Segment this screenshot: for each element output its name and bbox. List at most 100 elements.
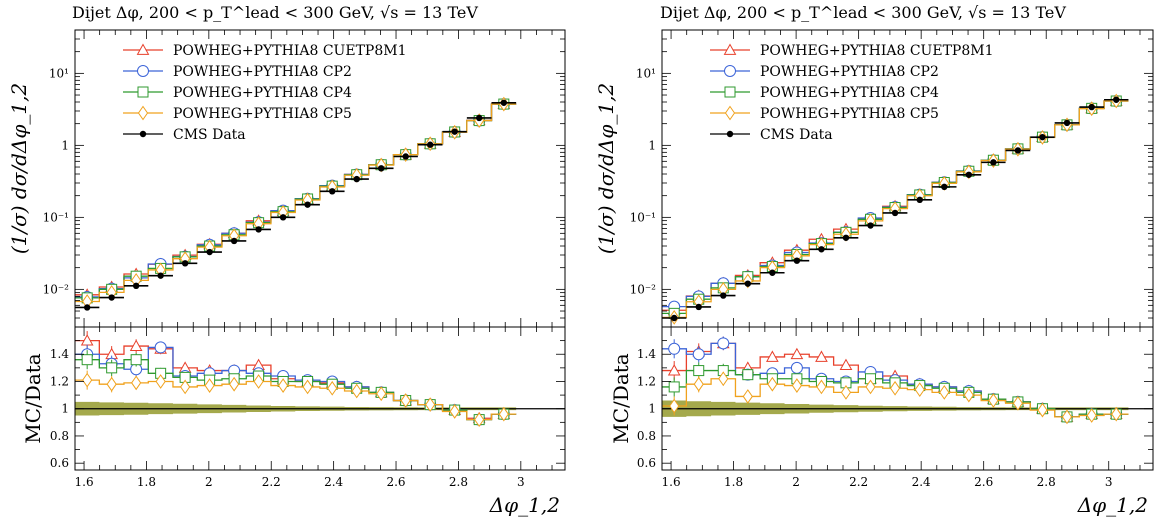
ratio-point-CP5 bbox=[376, 386, 387, 402]
ratio-tick-label: 0.6 bbox=[637, 456, 656, 470]
plot-area bbox=[662, 93, 1153, 425]
y-axis-main: 10⁻² 10⁻¹ 1 10¹ bbox=[43, 29, 565, 328]
y-tick-label: 10⁻² bbox=[43, 282, 70, 296]
legend-label: POWHEG+PYTHIA8 CP4 bbox=[173, 85, 352, 101]
y-tick-label: 1 bbox=[648, 138, 656, 152]
ratio-point-CP5 bbox=[914, 382, 925, 398]
x-tick-label: 2.6 bbox=[974, 475, 993, 489]
data-point bbox=[1063, 119, 1071, 127]
ratio-point-CP5 bbox=[449, 404, 460, 419]
legend-label: CMS Data bbox=[760, 127, 833, 143]
ratio-point-CUETP8M1 bbox=[766, 350, 779, 362]
ratio-point-CP2 bbox=[692, 348, 705, 361]
data-point bbox=[867, 222, 874, 229]
data-point bbox=[83, 304, 91, 311]
ratio-point-CP5 bbox=[229, 376, 240, 392]
legend-label: POWHEG+PYTHIA8 CUETP8M1 bbox=[760, 43, 993, 59]
data-point bbox=[744, 280, 752, 287]
ratio-series-CP5 bbox=[662, 371, 1129, 425]
x-tick-label: 2.4 bbox=[324, 475, 343, 489]
x-tick-label: 2.6 bbox=[386, 475, 405, 489]
ratio-point-CP5 bbox=[253, 374, 264, 389]
ratio-point-CP4 bbox=[106, 362, 118, 374]
ratio-point-CP5 bbox=[180, 379, 191, 395]
x-tick-label: 1.8 bbox=[137, 475, 156, 489]
legend-marker-CUETP8M1 bbox=[723, 43, 737, 55]
legend-marker-data bbox=[726, 130, 734, 138]
x-tick-label: 3 bbox=[517, 475, 525, 489]
x-tick-label: 2.8 bbox=[449, 475, 468, 489]
x-axis-label: Δφ_1,2 bbox=[489, 493, 560, 517]
data-point bbox=[916, 196, 923, 204]
ratio-point-CP5 bbox=[474, 412, 485, 427]
data-point bbox=[451, 128, 458, 135]
legend-marker-CP5 bbox=[724, 105, 736, 121]
ratio-axis-label: MC/Data bbox=[21, 353, 45, 444]
ratio-point-CP5 bbox=[1012, 395, 1024, 411]
ratio-tick-label: 0.8 bbox=[637, 429, 656, 443]
ratio-point-CP5 bbox=[669, 398, 680, 414]
x-tick-label: 2 bbox=[792, 475, 800, 489]
ratio-point-CP5 bbox=[131, 375, 142, 391]
data-point bbox=[304, 201, 311, 208]
legend-label: POWHEG+PYTHIA8 CP4 bbox=[760, 85, 939, 101]
ratio-point-CP5 bbox=[106, 376, 117, 392]
ratio-point-CP5 bbox=[302, 379, 313, 395]
ratio-point-CP5 bbox=[82, 372, 93, 388]
y-tick-label: 10¹ bbox=[636, 66, 656, 80]
data-point bbox=[818, 246, 825, 253]
x-tick-label: 2.2 bbox=[262, 475, 281, 489]
ratio-point-CP4 bbox=[742, 369, 754, 381]
ratio-point-CP5 bbox=[865, 379, 876, 395]
ratio-tick-label: 1.2 bbox=[637, 374, 656, 388]
data-point bbox=[206, 248, 213, 256]
series-data bbox=[662, 96, 1129, 322]
ratio-tick-label: 1 bbox=[61, 402, 69, 416]
ratio-point-CP2 bbox=[154, 341, 167, 354]
ratio-tick-label: 0.8 bbox=[50, 429, 69, 443]
ratio-point-CP5 bbox=[988, 393, 999, 408]
x-tick-label: 1.6 bbox=[75, 475, 94, 489]
ratio-point-CP2 bbox=[717, 337, 730, 350]
chart-panel-2: Dijet Δφ, 200 < p_T^lead < 300 GeV, √s =… bbox=[594, 3, 1154, 517]
data-point bbox=[720, 292, 727, 299]
y-axis-main: 10⁻² 10⁻¹ 1 10¹ bbox=[630, 29, 1153, 328]
ratio-point-CP4 bbox=[130, 354, 142, 366]
y-tick-label: 1 bbox=[61, 138, 69, 152]
legend-label: CMS Data bbox=[173, 127, 246, 143]
ratio-panel bbox=[662, 336, 1153, 425]
data-point bbox=[769, 269, 776, 276]
ratio-point-CP5 bbox=[1037, 402, 1048, 418]
plot-area bbox=[75, 96, 565, 427]
ratio-point-CP5 bbox=[742, 389, 753, 404]
y-tick-label: 10⁻¹ bbox=[43, 210, 69, 224]
legend-marker-CP4 bbox=[137, 86, 149, 98]
ratio-point-CP2 bbox=[790, 361, 803, 374]
ratio-point-CP5 bbox=[1061, 409, 1073, 425]
ratio-point-CP5 bbox=[155, 374, 166, 389]
legend-label: POWHEG+PYTHIA8 CP2 bbox=[760, 64, 939, 80]
legend-marker-CP4 bbox=[724, 86, 736, 98]
legend-label: POWHEG+PYTHIA8 CP2 bbox=[173, 64, 352, 80]
legend-marker-CP2 bbox=[724, 65, 736, 77]
ratio-panel bbox=[75, 331, 565, 427]
ratio-tick-label: 0.6 bbox=[50, 456, 69, 470]
x-tick-label: 2.8 bbox=[1037, 475, 1056, 489]
ratio-point-CP4 bbox=[81, 354, 93, 366]
ratio-frame bbox=[74, 326, 566, 471]
ratio-tick-label: 1.4 bbox=[637, 347, 656, 361]
x-axis: 1.6 1.8 2 2.2 2.4 2.6 2.8 3 bbox=[662, 30, 1141, 489]
legend-marker-CP5 bbox=[137, 105, 149, 121]
data-point bbox=[230, 237, 238, 245]
ratio-point-CP5 bbox=[963, 387, 974, 403]
y-axis-ratio: 0.6 0.8 1 1.2 1.4 bbox=[637, 340, 1153, 470]
data-point bbox=[378, 165, 385, 172]
x-tick-label: 2 bbox=[205, 475, 213, 489]
x-axis-label: Δφ_1,2 bbox=[1077, 493, 1148, 517]
ratio-point-CP5 bbox=[939, 384, 950, 400]
legend-marker-CUETP8M1 bbox=[136, 43, 150, 55]
data-point bbox=[402, 153, 409, 160]
data-point bbox=[181, 260, 189, 267]
ratio-series-CP5 bbox=[75, 370, 517, 427]
